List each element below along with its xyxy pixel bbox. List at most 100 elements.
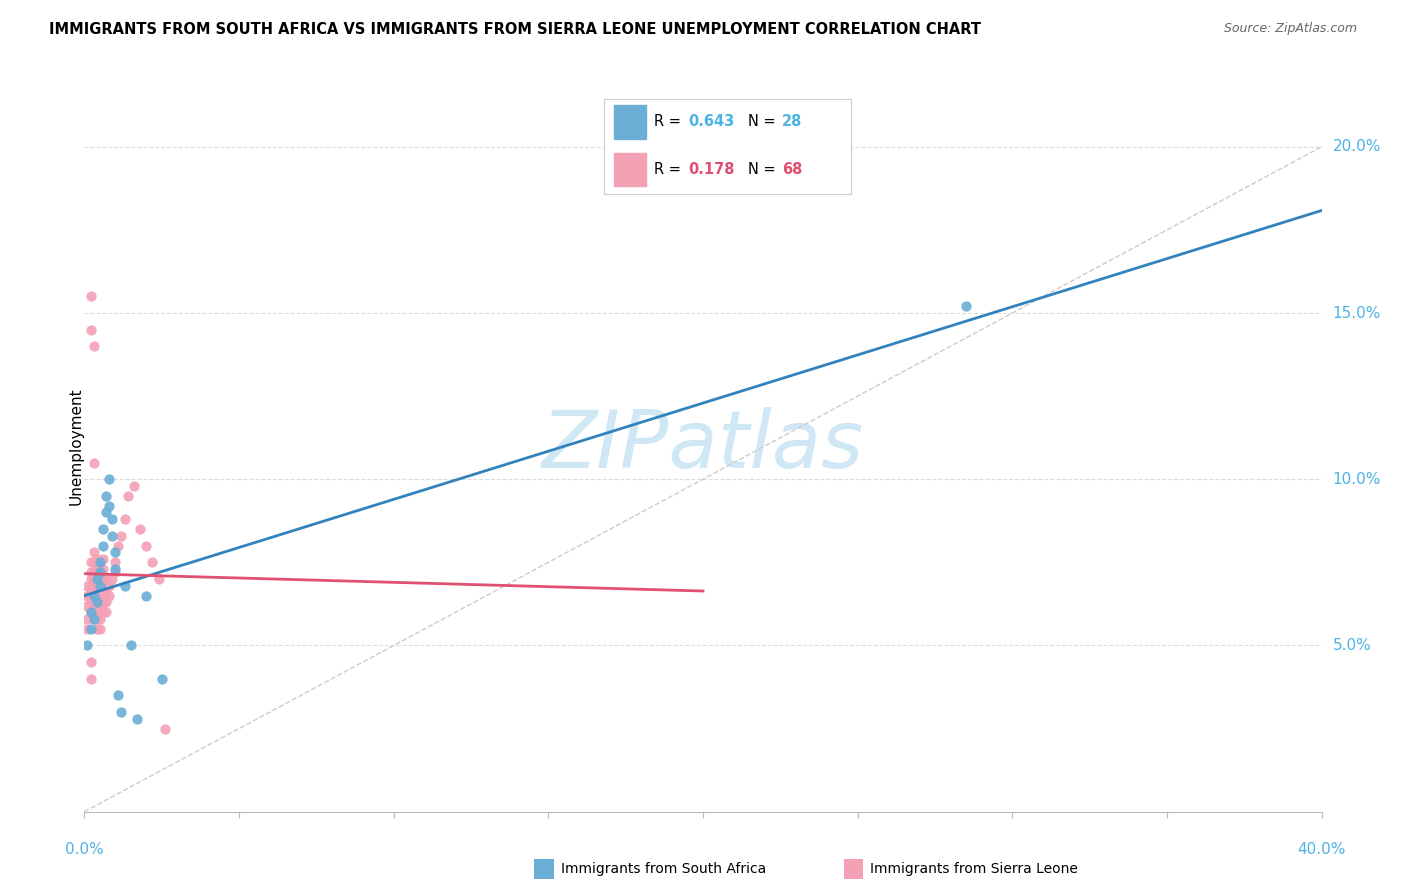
- Point: [86, 605, 108, 619]
- Point: [76, 612, 98, 626]
- Point: [86, 552, 108, 566]
- Point: [91, 552, 114, 566]
- Point: [83, 555, 105, 569]
- Text: Immigrants from South Africa: Immigrants from South Africa: [561, 862, 766, 876]
- Point: [86, 562, 108, 576]
- Text: Immigrants from Sierra Leone: Immigrants from Sierra Leone: [870, 862, 1078, 876]
- Point: [91, 585, 114, 599]
- Text: 15.0%: 15.0%: [1333, 306, 1381, 320]
- Point: [86, 595, 108, 609]
- Point: [101, 512, 124, 526]
- Point: [83, 339, 105, 353]
- Text: IMMIGRANTS FROM SOUTH AFRICA VS IMMIGRANTS FROM SIERRA LEONE UNEMPLOYMENT CORREL: IMMIGRANTS FROM SOUTH AFRICA VS IMMIGRAN…: [49, 22, 981, 37]
- Point: [83, 566, 105, 580]
- Text: R =: R =: [654, 162, 685, 177]
- Point: [76, 639, 98, 653]
- Point: [89, 579, 111, 593]
- Bar: [614, 153, 647, 186]
- Text: Source: ZipAtlas.com: Source: ZipAtlas.com: [1223, 22, 1357, 36]
- Point: [86, 612, 108, 626]
- Point: [76, 589, 98, 603]
- Point: [104, 566, 127, 580]
- Text: 0.178: 0.178: [688, 162, 735, 177]
- Point: [141, 555, 163, 569]
- Point: [83, 579, 105, 593]
- Point: [120, 639, 142, 653]
- Point: [76, 622, 98, 636]
- Point: [98, 499, 121, 513]
- Text: R =: R =: [654, 114, 685, 129]
- Point: [79, 589, 101, 603]
- Text: 5.0%: 5.0%: [1333, 638, 1371, 653]
- Point: [79, 555, 101, 569]
- Point: [98, 589, 121, 603]
- Point: [89, 579, 111, 593]
- Point: [76, 579, 98, 593]
- Point: [83, 456, 105, 470]
- Point: [94, 605, 117, 619]
- Point: [91, 562, 114, 576]
- Point: [91, 605, 114, 619]
- Text: 40.0%: 40.0%: [1298, 842, 1346, 857]
- Point: [86, 622, 108, 636]
- Point: [86, 579, 108, 593]
- Point: [83, 605, 105, 619]
- Point: [150, 672, 173, 686]
- Point: [94, 585, 117, 599]
- Point: [89, 612, 111, 626]
- Text: 68: 68: [782, 162, 803, 177]
- Point: [89, 555, 111, 569]
- Point: [86, 585, 108, 599]
- Point: [129, 522, 152, 536]
- Point: [79, 672, 101, 686]
- Bar: [614, 105, 647, 138]
- Text: 20.0%: 20.0%: [1333, 139, 1381, 154]
- Point: [91, 539, 114, 553]
- Point: [89, 599, 111, 613]
- Point: [91, 522, 114, 536]
- Point: [114, 579, 136, 593]
- Point: [94, 489, 117, 503]
- Point: [79, 595, 101, 609]
- Point: [83, 572, 105, 586]
- Text: ZIPatlas: ZIPatlas: [541, 407, 865, 485]
- Point: [83, 589, 105, 603]
- Point: [86, 572, 108, 586]
- Y-axis label: Unemployment: Unemployment: [69, 387, 83, 505]
- Text: 0.643: 0.643: [688, 114, 734, 129]
- Point: [91, 572, 114, 586]
- Point: [98, 472, 121, 486]
- Point: [94, 595, 117, 609]
- Point: [101, 572, 124, 586]
- Point: [135, 539, 157, 553]
- Point: [89, 622, 111, 636]
- Point: [76, 599, 98, 613]
- Point: [79, 572, 101, 586]
- Point: [79, 622, 101, 636]
- Point: [117, 489, 139, 503]
- Point: [125, 712, 148, 726]
- Point: [153, 722, 176, 736]
- Point: [83, 545, 105, 559]
- Point: [122, 479, 145, 493]
- Point: [83, 589, 105, 603]
- Point: [114, 512, 136, 526]
- Point: [83, 599, 105, 613]
- Point: [86, 595, 108, 609]
- Point: [83, 612, 105, 626]
- Text: 10.0%: 10.0%: [1333, 472, 1381, 487]
- Point: [94, 572, 117, 586]
- Text: N =: N =: [748, 114, 780, 129]
- Point: [79, 655, 101, 669]
- Point: [104, 562, 127, 576]
- Point: [107, 539, 129, 553]
- Point: [104, 555, 127, 569]
- Point: [110, 529, 132, 543]
- Point: [79, 605, 101, 619]
- Point: [79, 289, 101, 303]
- Point: [107, 689, 129, 703]
- Point: [955, 299, 977, 313]
- Point: [89, 566, 111, 580]
- Point: [91, 595, 114, 609]
- Point: [79, 566, 101, 580]
